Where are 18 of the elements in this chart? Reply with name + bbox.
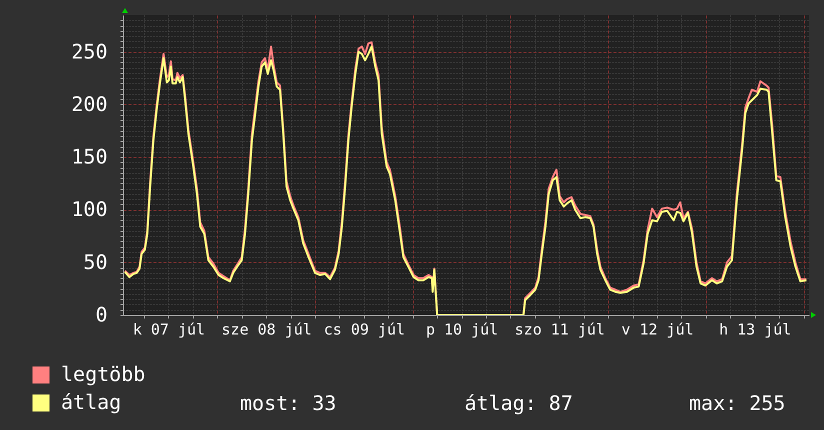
y-tick-label: 250: [71, 39, 108, 64]
x-tick-label: szo 11 júl: [514, 320, 605, 338]
text: átlag: 87: [464, 391, 573, 415]
y-tick-label: 50: [83, 250, 108, 274]
y-tick-label: 150: [71, 144, 108, 169]
text: max: 255: [689, 391, 786, 415]
x-tick-label: cs 09 júl: [324, 320, 406, 338]
x-tick-label: v 12 júl: [621, 320, 694, 338]
x-tick-label: p 10 júl: [426, 320, 498, 338]
x-tick-label: sze 08 júl: [222, 320, 312, 338]
y-tick-label: 200: [71, 92, 108, 116]
text: most: 33: [240, 391, 336, 415]
legend-label: átlag: [61, 390, 122, 414]
y-tick-label: 100: [71, 197, 108, 222]
y-tick-label: 0: [95, 302, 108, 326]
legend-label: legtöbb: [61, 362, 146, 386]
x-tick-label: k 07 júl: [132, 320, 206, 338]
x-tick-label: h 13 júl: [719, 320, 792, 338]
